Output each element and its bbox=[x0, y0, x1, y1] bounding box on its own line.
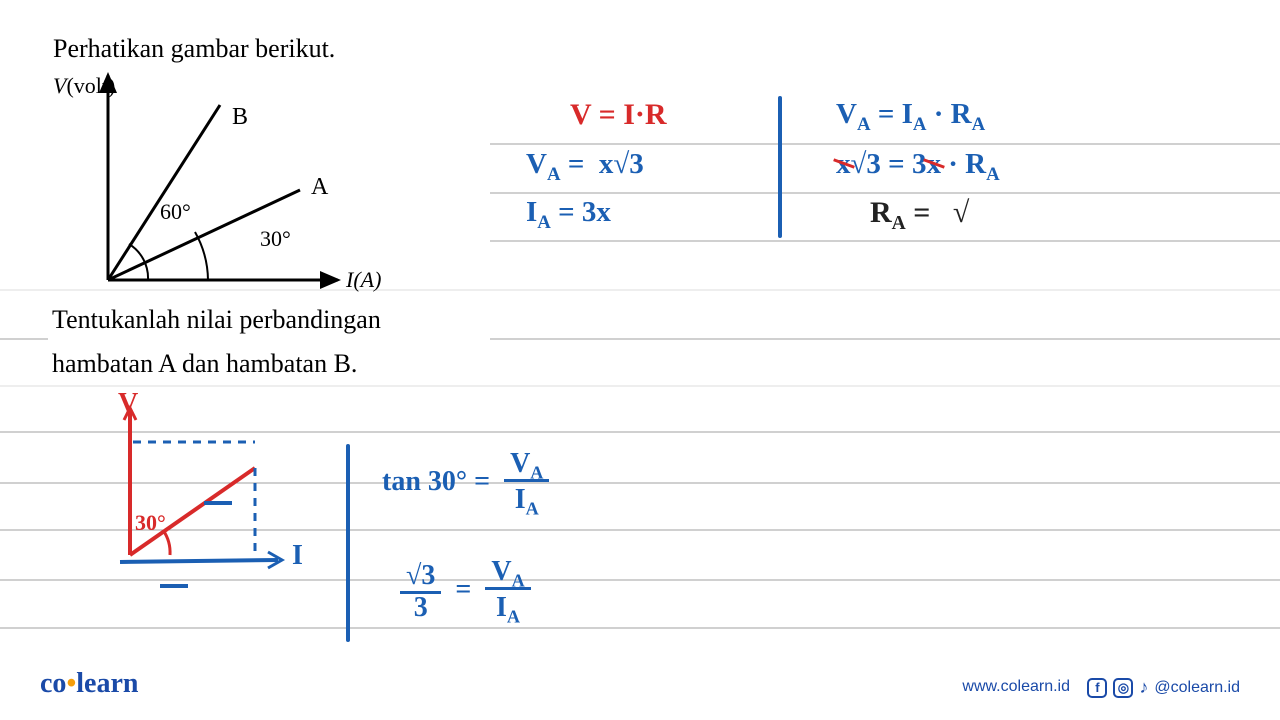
eq-xsqrt3: x√3 = 3x · RA bbox=[836, 148, 1000, 186]
footer-social: f ◎ ♪ @colearn.id bbox=[1087, 677, 1240, 698]
eq-sqrt3-3: √3 3 = VA IA bbox=[400, 556, 531, 627]
eq-va-iara: VA = IA · RA bbox=[836, 98, 985, 136]
sketch-label-i: I bbox=[292, 540, 303, 572]
eq-ia: IA = 3x bbox=[526, 196, 611, 234]
eq-tan30: tan 30° = VA IA bbox=[382, 448, 549, 519]
sketch-label-v: V bbox=[118, 388, 138, 420]
tiktok-icon: ♪ bbox=[1139, 677, 1148, 698]
instagram-icon: ◎ bbox=[1113, 678, 1133, 698]
eq-va: VA = x√3 bbox=[526, 148, 644, 186]
eq-ra: RA = √ bbox=[870, 196, 969, 235]
page-root: Perhatikan gambar berikut. V(volt) B A 6… bbox=[0, 0, 1280, 720]
brand-logo: co•learn bbox=[40, 668, 138, 700]
eq-v-ir: V = I·R bbox=[570, 98, 667, 132]
footer-url: www.colearn.id bbox=[962, 678, 1070, 696]
facebook-icon: f bbox=[1087, 678, 1107, 698]
sketch-angle-30: 30° bbox=[135, 510, 166, 536]
